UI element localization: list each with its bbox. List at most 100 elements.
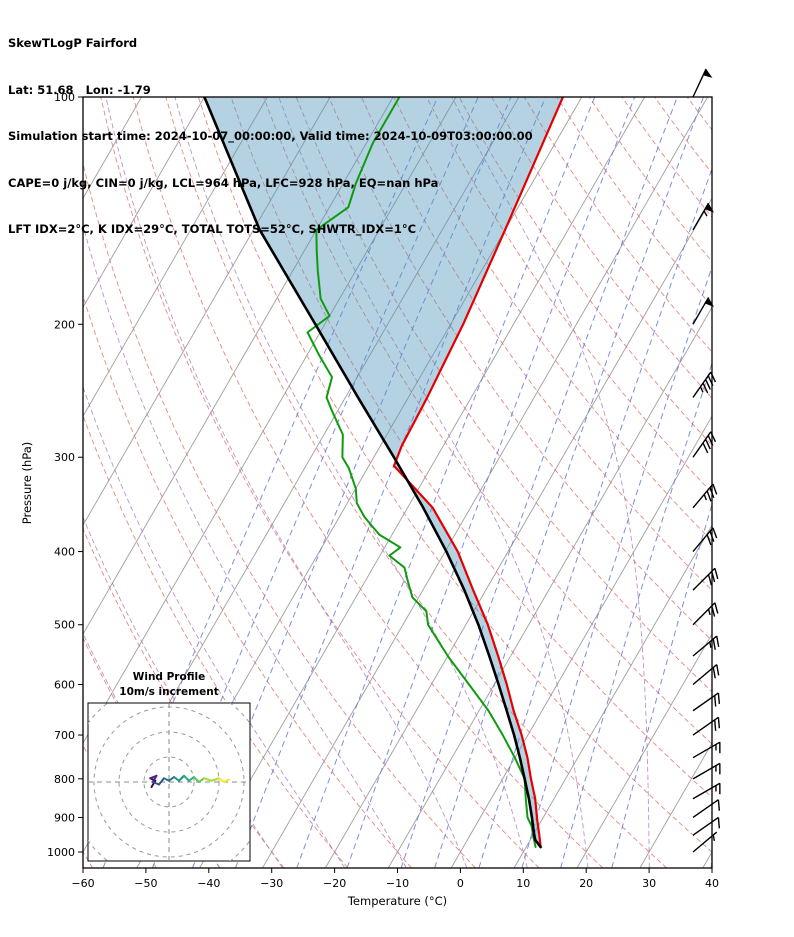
dry-adiabat-line [654,97,712,174]
hodo-trace-segment [198,777,205,783]
wind-barb-icon [692,68,713,98]
barb-full-feather-icon [716,635,720,648]
isotherm-line [513,524,712,868]
mixing-ratio-line [560,361,712,868]
barb-half-feather-icon [712,834,716,841]
mixing-ratio-line [478,167,712,868]
wind-barb-icon [692,692,721,712]
wind-barb-icon [692,371,717,398]
barb-full-feather-icon [712,638,716,650]
chart-title: SkewTLogP Fairford [8,36,138,50]
chart-indices-line1: CAPE=0 j/kg, CIN=0 j/kg, LCL=964 hPa, LF… [8,175,439,190]
hodo-trace-segment [178,774,185,782]
barb-full-feather-icon [712,667,716,679]
barb-full-feather-icon [704,438,711,450]
dry-adiabat-line [295,97,712,693]
barb-pennant-icon [703,68,713,78]
barb-half-feather-icon [707,608,711,616]
hodo-trace-segment [223,778,230,783]
background-lines [83,97,794,868]
hodo-speed-ring [118,731,220,833]
barb-full-feather-icon [707,574,713,586]
wind-barb-icon [692,527,718,553]
barb-half-feather-icon [703,210,708,217]
hodo-speed-ring [93,706,245,858]
hodo-trace-segment [193,776,200,783]
temperature-line [392,97,565,849]
barb-full-feather-icon [712,483,718,495]
wind-barb-icon [692,635,720,657]
dry-adiabat-line [198,97,712,853]
barb-staff [692,799,719,819]
wind-barb-icon [692,483,718,509]
isotherm-line [83,97,205,309]
hodo-trace-segment [151,774,158,783]
barb-staff [692,68,707,98]
wind-barb-icon [692,762,721,780]
wind-barb-icon [692,431,717,458]
hodo-speed-ring [143,756,195,808]
dry-adiabat-line [230,97,712,798]
barb-full-feather-icon [709,531,715,542]
barb-full-feather-icon [712,527,718,539]
barb-full-feather-icon [714,602,719,614]
wind-barb-icon [692,741,721,759]
barb-full-feather-icon [704,379,711,390]
profile-layer [203,97,565,849]
dry-adiabat-line [263,97,712,745]
mixing-ratio-line [346,97,636,868]
y-axis-tick-label: 600 [54,679,75,692]
moist-adiabat-line [83,385,346,868]
dry-adiabat-line [621,97,712,218]
parcel-line [203,97,542,849]
x-axis-tick-label: −60 [71,877,94,890]
x-axis-tick-label: 10 [516,877,530,890]
hodograph-title: Wind Profile [132,671,206,683]
dewpoint-line [306,97,537,849]
moist-adiabat-line [710,844,712,868]
barb-full-feather-icon [711,605,716,617]
chart-times: Simulation start time: 2024-10-07_00:00:… [8,129,533,143]
mixing-ratio-line [400,97,678,868]
wind-barb-icon [692,567,719,591]
isotherm-line [83,97,331,527]
hodo-trace-segment [158,777,165,786]
dry-adiabat-line [132,97,604,868]
hodo-trace-segment [151,781,160,786]
moist-adiabat-line [105,97,468,868]
y-axis-tick-label: 700 [54,729,75,742]
hodograph-inset [87,702,251,862]
moist-adiabat-line [174,97,528,868]
barb-full-feather-icon [717,717,721,729]
barb-full-feather-icon [717,799,721,811]
dry-adiabat-line [83,414,349,868]
dry-adiabat-line [720,97,794,868]
y-axis-tick-label: 800 [54,773,75,786]
moist-adiabat-line [278,97,589,868]
x-axis-tick-label: 40 [705,877,719,890]
hodograph-grid [88,703,250,861]
mixing-ratio-line [296,97,596,868]
barb-full-feather-icon [714,568,719,580]
barb-full-feather-icon [706,534,712,546]
barb-half-feather-icon [709,641,712,648]
wind-barb-icon [692,782,721,800]
wind-barb-icon [692,664,720,686]
chart-header: SkewTLogP Fairford Lat: 51.68 Lon: -1.79… [8,5,533,269]
barb-full-feather-icon [717,692,721,704]
barb-full-feather-icon [707,435,714,446]
mixing-ratio-line [611,502,712,868]
isotherm-line [83,97,394,636]
isotherm-line [83,97,268,418]
barb-full-feather-icon [714,719,717,731]
chart-location: Lat: 51.68 Lon: -1.79 [8,82,151,97]
barb-staff [692,816,719,836]
dry-adiabat-line [491,97,712,399]
mixing-ratio-line [521,265,712,868]
y-axis-tick-label: 500 [54,619,75,632]
dry-adiabat-line [523,97,712,353]
dry-adiabat-line [328,97,712,642]
x-axis-label: Temperature (°C) [347,894,448,908]
dry-adiabat-line [83,294,412,868]
